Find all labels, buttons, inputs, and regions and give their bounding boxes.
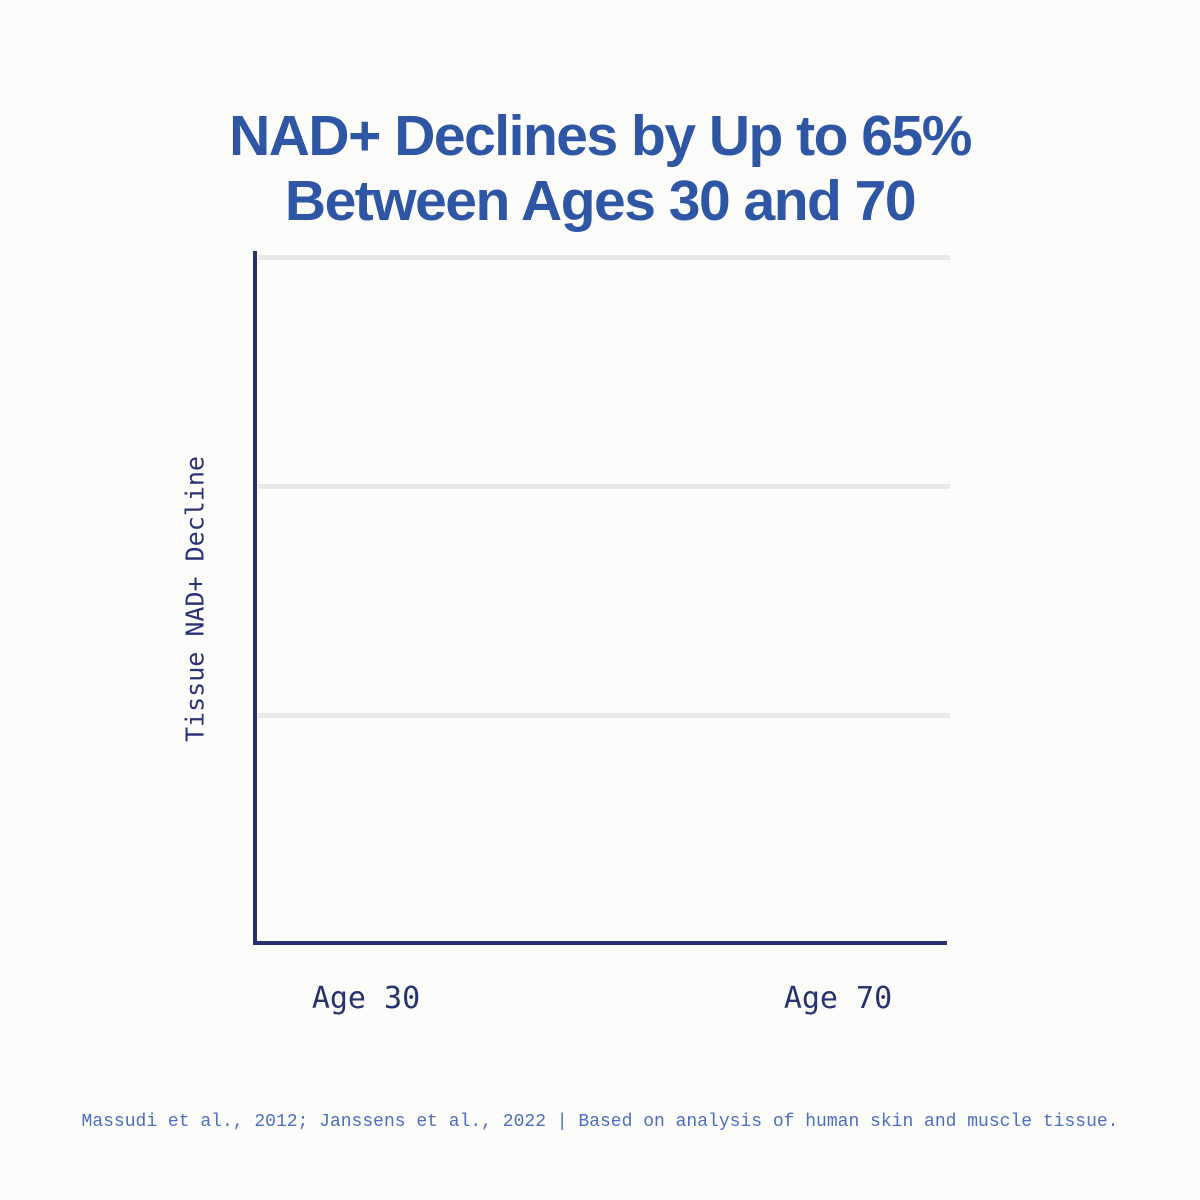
chart-title-line1: NAD+ Declines by Up to 65% — [229, 104, 972, 168]
gridline — [258, 713, 950, 718]
y-axis-label: Tissue NAD+ Decline — [180, 456, 210, 742]
x-tick-age-30: Age 30 — [311, 981, 421, 1016]
plot-area — [253, 251, 950, 945]
chart-title: NAD+ Declines by Up to 65% Between Ages … — [0, 104, 1200, 234]
gridline — [258, 484, 950, 489]
source-citation: Massudi et al., 2012; Janssens et al., 2… — [81, 1112, 1119, 1132]
x-tick-age-70: Age 70 — [783, 981, 893, 1016]
chart-title-line2: Between Ages 30 and 70 — [284, 169, 917, 233]
gridline — [258, 255, 950, 260]
